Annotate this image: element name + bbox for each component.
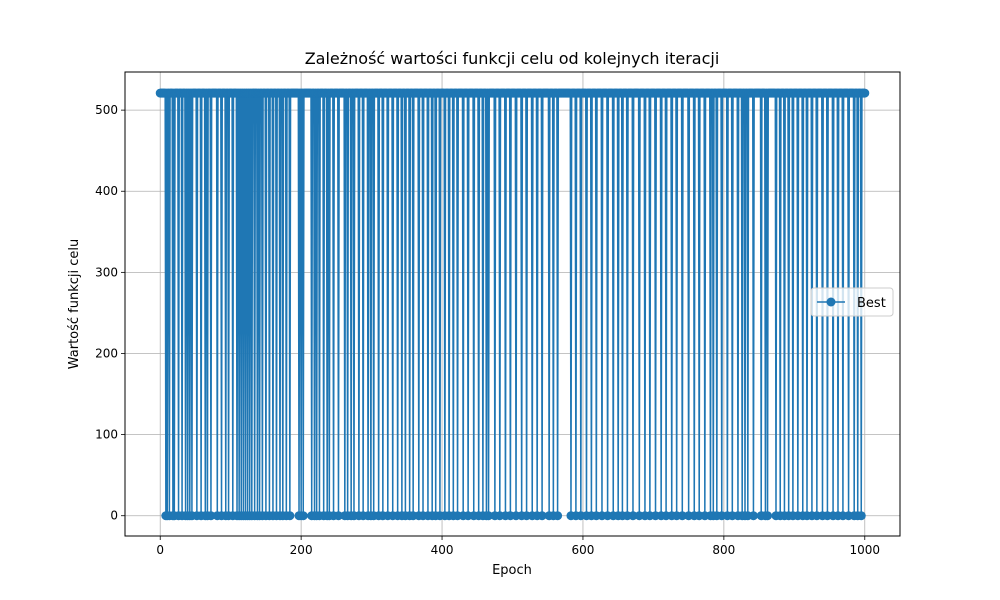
x-tick-label: 200 [290, 543, 313, 557]
data-point [748, 511, 758, 521]
data-point [285, 511, 295, 521]
series-best [155, 88, 870, 521]
data-point [628, 511, 638, 521]
y-tick-label: 500 [95, 103, 118, 117]
legend-marker [826, 297, 836, 307]
x-axis-title: Epoch [492, 563, 532, 578]
legend: Best [810, 287, 894, 317]
data-point [537, 511, 547, 521]
legend-box [810, 287, 894, 317]
y-tick-label: 400 [95, 184, 118, 198]
x-tick-label: 400 [431, 543, 454, 557]
x-tick-label: 1000 [849, 543, 880, 557]
data-point [763, 511, 773, 521]
data-point [677, 511, 687, 521]
data-point [333, 511, 343, 521]
data-point [484, 511, 494, 521]
y-tick-label: 200 [95, 346, 118, 360]
x-tick-label: 0 [156, 543, 164, 557]
y-tick-label: 0 [110, 509, 118, 523]
x-tick-label: 600 [572, 543, 595, 557]
y-tick-label: 300 [95, 265, 118, 279]
data-point [298, 511, 308, 521]
y-axis-title: Wartość funkcji celu [67, 239, 82, 370]
data-point [856, 511, 866, 521]
data-point [206, 511, 216, 521]
plot-frame [124, 71, 901, 537]
y-tick-label: 100 [95, 428, 118, 442]
legend-label: Best [857, 296, 886, 311]
chart-title: Zależność wartości funkcji celu od kolej… [305, 49, 720, 68]
x-tick-label: 800 [712, 543, 735, 557]
data-point [553, 511, 563, 521]
data-point [860, 88, 870, 98]
axis-ticks: 0 200 400 600 800 1000 0 100 200 300 400 500 [95, 103, 880, 557]
